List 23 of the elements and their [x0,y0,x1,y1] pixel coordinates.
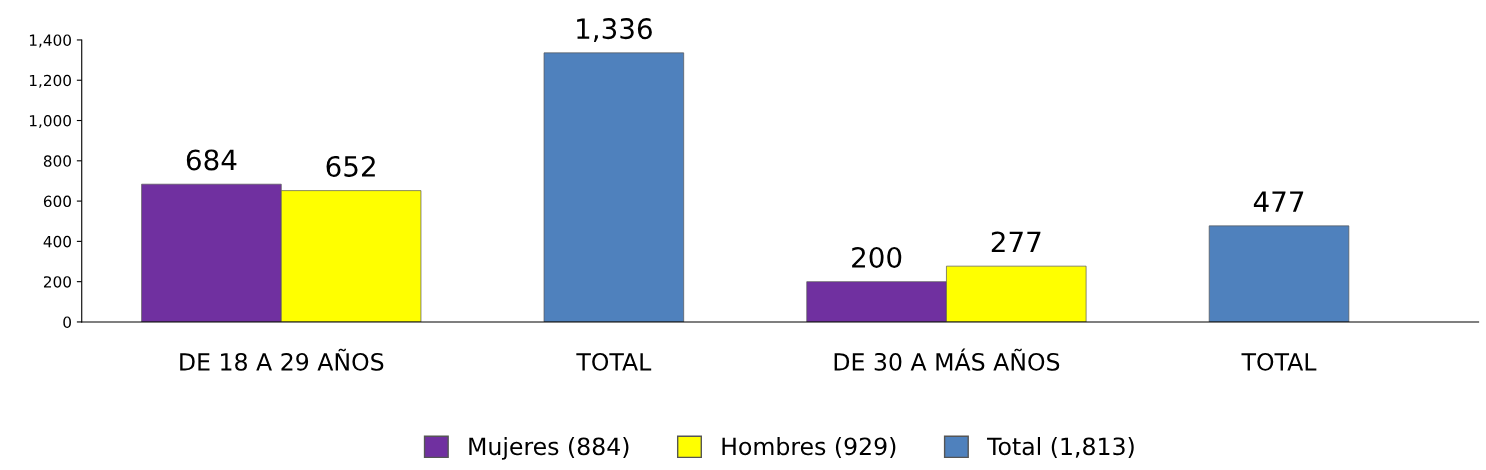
legend-label: Total (1,813) [987,436,1134,459]
y-tick-label: 0 [63,316,71,328]
x-tick-label: TOTAL [1241,352,1317,371]
bar [1208,225,1350,322]
x-tick-label: TOTAL [576,352,652,371]
legend-label: Mujeres (884) [469,436,629,460]
x-tick-label: DE 18 A 29 AÑOS [180,348,384,371]
bar [543,52,685,322]
y-tick-label: 200 [43,276,71,288]
data-label: 684 [186,149,237,171]
data-label: 200 [852,246,902,268]
data-label: 277 [991,231,1041,253]
x-tick-label: DE 30 A MÁS AÑOS [834,348,1060,371]
y-tick-label: 1,400 [29,34,71,48]
y-tick-label: 1,000 [29,114,71,129]
y-tick-label: 800 [43,155,71,167]
y-tick-label: 1,200 [29,74,71,88]
data-label: 477 [1253,191,1304,212]
data-label: 1,336 [577,18,652,42]
legend-label: Hombres (929) [722,436,896,459]
data-label: 652 [326,155,375,177]
y-tick-label: 600 [43,195,71,208]
y-tick-label: 400 [43,235,71,248]
